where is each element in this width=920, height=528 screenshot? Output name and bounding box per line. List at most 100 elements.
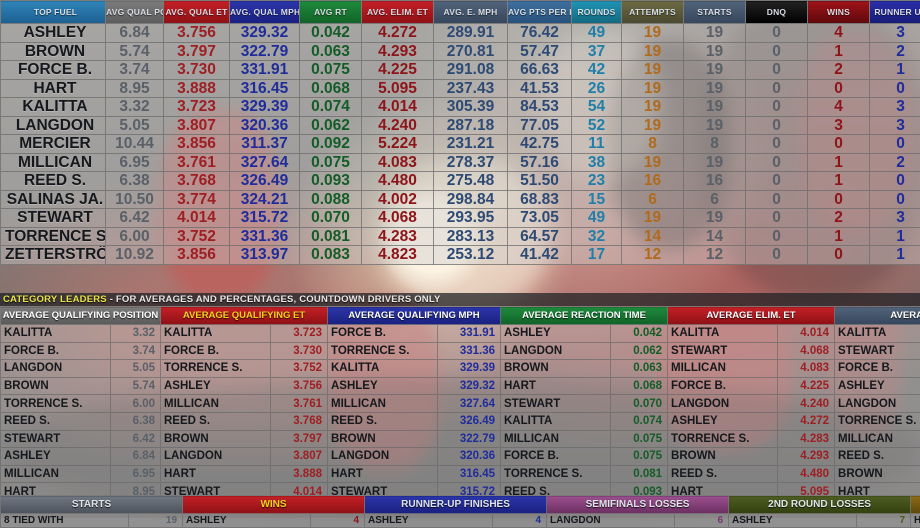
bottom-panel-header-3[interactable]: SEMIFINALS LOSSES bbox=[547, 496, 729, 514]
cell-qual_et: 3.856 bbox=[164, 135, 230, 154]
cell-qual_pos: 5.05 bbox=[106, 116, 164, 135]
driver-name-cell: STEWART bbox=[1, 209, 106, 228]
category-leader-name: LANGDON bbox=[328, 448, 438, 466]
cell-avg_rt: 0.070 bbox=[300, 209, 362, 228]
category-panel-header-5[interactable]: AVERAGE E bbox=[835, 307, 920, 325]
cell-elim_et: 5.224 bbox=[362, 135, 434, 154]
cell-attempts: 19 bbox=[622, 79, 684, 98]
category-leader-value: 0.075 bbox=[611, 448, 668, 466]
cell-qual_pos: 10.92 bbox=[106, 246, 164, 265]
cell-pts_race: 66.63 bbox=[508, 61, 572, 80]
category-panel-header-0[interactable]: AVERAGE QUALIFYING POSITION bbox=[1, 307, 161, 325]
header-attempts[interactable]: ATTEMPTS bbox=[622, 1, 684, 24]
category-leader-name: MILLICAN bbox=[1, 465, 111, 483]
cell-qual_pos: 6.84 bbox=[106, 24, 164, 43]
category-leader-value: 4.014 bbox=[778, 325, 835, 343]
bottom-panel-header-4[interactable]: 2ND ROUND LOSSES bbox=[729, 496, 911, 514]
category-leaders-section: CATEGORY LEADERS - FOR AVERAGES AND PERC… bbox=[0, 293, 920, 501]
header-avg-qual-mph[interactable]: AVG. QUAL MPH bbox=[230, 1, 300, 24]
table-row[interactable]: ZETTERSTRÖM10.923.856313.970.0834.823253… bbox=[1, 246, 920, 265]
category-leader-value: 4.240 bbox=[778, 395, 835, 413]
category-panel-header-2[interactable]: AVERAGE QUALIFYING MPH bbox=[328, 307, 501, 325]
cell-qual_mph: 329.39 bbox=[230, 98, 300, 117]
bottom-panel-header-1[interactable]: WINS bbox=[183, 496, 365, 514]
category-leader-name: REED S. bbox=[161, 412, 271, 430]
cell-qual_et: 3.723 bbox=[164, 98, 230, 117]
header-avg-e-mph[interactable]: AVG. E. MPH bbox=[434, 1, 508, 24]
category-panel-header-1[interactable]: AVERAGE QUALIFYING ET bbox=[161, 307, 328, 325]
category-leader-value: 0.063 bbox=[611, 360, 668, 378]
cell-rounds: 52 bbox=[572, 116, 622, 135]
header-dnq[interactable]: DNQ bbox=[746, 1, 808, 24]
header-avg-qual-pos[interactable]: AVG QUAL POS. bbox=[106, 1, 164, 24]
cell-dnq: 0 bbox=[746, 98, 808, 117]
bottom-leader-value: 4 bbox=[493, 514, 547, 528]
cell-dnq: 0 bbox=[746, 153, 808, 172]
category-leader-name: TORRENCE S. bbox=[668, 430, 778, 448]
category-leader-name: LANGDON bbox=[161, 448, 271, 466]
cell-qual_et: 3.888 bbox=[164, 79, 230, 98]
header-avg-qual-et[interactable]: AVG. QUAL ET bbox=[164, 1, 230, 24]
category-leader-name: ASHLEY bbox=[1, 448, 111, 466]
header-runner-up[interactable]: RUNNER UP bbox=[870, 1, 920, 24]
category-leader-name: BROWN bbox=[161, 430, 271, 448]
category-leader-value: 4.083 bbox=[778, 360, 835, 378]
category-leader-name: ASHLEY bbox=[835, 377, 920, 395]
category-leader-name: STEWART bbox=[501, 395, 611, 413]
bottom-panel-header-2[interactable]: RUNNER-UP FINISHES bbox=[365, 496, 547, 514]
category-panel-header-4[interactable]: AVERAGE ELIM. ET bbox=[668, 307, 835, 325]
cell-pts_race: 57.47 bbox=[508, 42, 572, 61]
driver-name-cell: ASHLEY bbox=[1, 24, 106, 43]
cell-wins: 0 bbox=[808, 79, 870, 98]
category-panel-header-3[interactable]: AVERAGE REACTION TIME bbox=[501, 307, 668, 325]
cell-attempts: 14 bbox=[622, 227, 684, 246]
cell-avg_rt: 0.068 bbox=[300, 79, 362, 98]
cell-qual_mph: 329.32 bbox=[230, 24, 300, 43]
category-leader-name: HART bbox=[161, 465, 271, 483]
cell-avg_rt: 0.088 bbox=[300, 190, 362, 209]
cell-pts_race: 41.53 bbox=[508, 79, 572, 98]
cell-rounds: 32 bbox=[572, 227, 622, 246]
category-leader-name: MILLICAN bbox=[328, 395, 438, 413]
bottom-panel-header-5[interactable]: 1ST ROUND bbox=[911, 496, 920, 514]
cell-e_mph: 231.21 bbox=[434, 135, 508, 154]
cell-pts_race: 41.42 bbox=[508, 246, 572, 265]
header-starts[interactable]: STARTS bbox=[684, 1, 746, 24]
bottom-leader-value: 19 bbox=[129, 514, 183, 528]
cell-wins: 0 bbox=[808, 246, 870, 265]
cell-qual_pos: 3.74 bbox=[106, 61, 164, 80]
cell-elim_et: 4.225 bbox=[362, 61, 434, 80]
bottom-panel-header-0[interactable]: STARTS bbox=[1, 496, 183, 514]
cell-qual_mph: 327.64 bbox=[230, 153, 300, 172]
header-avg-rt[interactable]: AVG RT bbox=[300, 1, 362, 24]
header-top-fuel: TOP FUEL bbox=[1, 1, 106, 24]
cell-elim_et: 4.272 bbox=[362, 24, 434, 43]
category-leader-name: BROWN bbox=[328, 430, 438, 448]
cell-e_mph: 305.39 bbox=[434, 98, 508, 117]
cell-runner_up: 0 bbox=[870, 172, 920, 191]
header-avg-pts-per-race[interactable]: AVG PTS PER RACE bbox=[508, 1, 572, 24]
category-leader-value: 327.64 bbox=[438, 395, 501, 413]
cell-qual_et: 3.756 bbox=[164, 24, 230, 43]
bottom-leader-value: 6 bbox=[675, 514, 729, 528]
cell-starts: 8 bbox=[684, 135, 746, 154]
header-wins[interactable]: WINS bbox=[808, 1, 870, 24]
cell-elim_et: 4.823 bbox=[362, 246, 434, 265]
cell-elim_et: 4.293 bbox=[362, 42, 434, 61]
header-rounds[interactable]: ROUNDS bbox=[572, 1, 622, 24]
header-avg-elim-et[interactable]: AVG. ELIM. ET bbox=[362, 1, 434, 24]
